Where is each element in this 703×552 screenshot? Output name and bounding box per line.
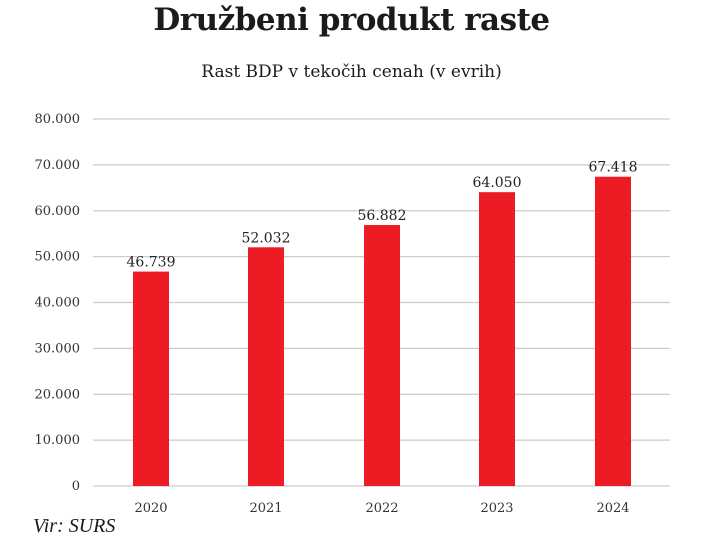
y-tick-label: 70.000 xyxy=(35,158,81,173)
y-tick-label: 80.000 xyxy=(35,112,81,127)
x-axis: 2020 2021 2022 2023 2024 xyxy=(134,501,629,516)
bar-2023 xyxy=(479,192,515,486)
x-tick-label: 2023 xyxy=(480,501,513,516)
y-tick-label: 40.000 xyxy=(35,296,81,311)
data-labels: 46.739 52.032 56.882 64.050 67.418 xyxy=(127,160,638,271)
x-tick-label: 2022 xyxy=(365,501,398,516)
chart-title: Družbeni produkt raste xyxy=(153,2,550,38)
bar-2021 xyxy=(248,247,284,486)
data-label: 52.032 xyxy=(242,230,291,246)
y-tick-label: 60.000 xyxy=(35,204,81,219)
data-label: 46.739 xyxy=(127,255,176,271)
bar-2024 xyxy=(595,176,631,487)
source-note: Vir: SURS xyxy=(33,515,116,537)
chart-subtitle: Rast BDP v tekočih cenah (v evrih) xyxy=(201,62,502,82)
y-tick-label: 30.000 xyxy=(35,341,81,356)
y-tick-label: 10.000 xyxy=(35,433,81,448)
y-tick-label: 0 xyxy=(72,479,80,494)
bar-2020 xyxy=(133,271,169,486)
data-label: 64.050 xyxy=(473,175,522,191)
y-tick-label: 20.000 xyxy=(35,387,81,402)
data-label: 56.882 xyxy=(358,208,407,224)
bars xyxy=(133,176,631,487)
data-label: 67.418 xyxy=(589,160,638,176)
x-tick-label: 2024 xyxy=(596,501,629,516)
y-axis: 0 10.000 20.000 30.000 40.000 50.000 60.000 70.… xyxy=(35,112,81,494)
bar-2022 xyxy=(364,225,400,486)
x-tick-label: 2021 xyxy=(249,501,282,516)
x-tick-label: 2020 xyxy=(134,501,167,516)
y-tick-label: 50.000 xyxy=(35,250,81,265)
